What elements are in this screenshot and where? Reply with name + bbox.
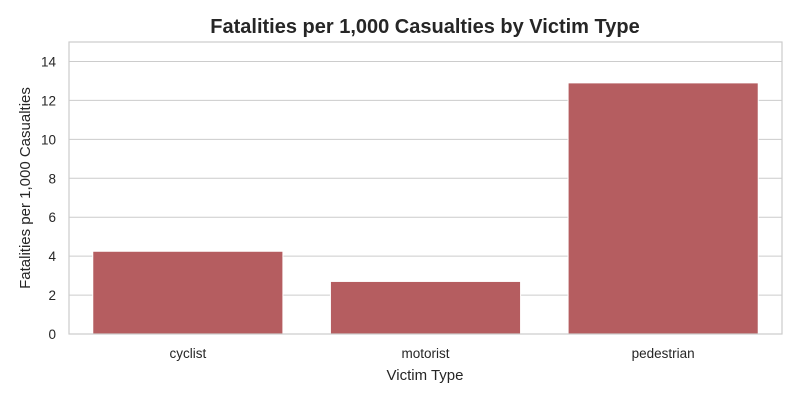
x-axis-label: Victim Type [387, 367, 464, 384]
y-axis-label: Fatalities per 1,000 Casualties [17, 87, 34, 289]
y-tick-label: 10 [41, 132, 56, 147]
x-tick-label: pedestrian [632, 346, 695, 361]
x-tick-labels: cyclist motorist pedestrian [169, 346, 694, 361]
y-tick-label: 8 [48, 171, 56, 186]
bar-cyclist [92, 250, 284, 335]
bar-motorist [329, 280, 522, 335]
y-tick-label: 14 [41, 54, 57, 69]
y-tick-labels: 0 2 4 6 8 10 12 14 [41, 54, 57, 342]
bar-pedestrian [567, 82, 759, 335]
y-tick-label: 6 [48, 210, 56, 225]
x-tick-label: cyclist [169, 346, 206, 361]
x-tick-label: motorist [401, 346, 449, 361]
y-tick-label: 0 [48, 327, 56, 342]
chart-title: Fatalities per 1,000 Casualties by Victi… [210, 16, 639, 38]
bars [92, 82, 759, 335]
y-tick-label: 2 [48, 288, 56, 303]
y-tick-label: 12 [41, 93, 56, 108]
plot-frame [68, 41, 783, 335]
y-tick-label: 4 [48, 249, 56, 264]
